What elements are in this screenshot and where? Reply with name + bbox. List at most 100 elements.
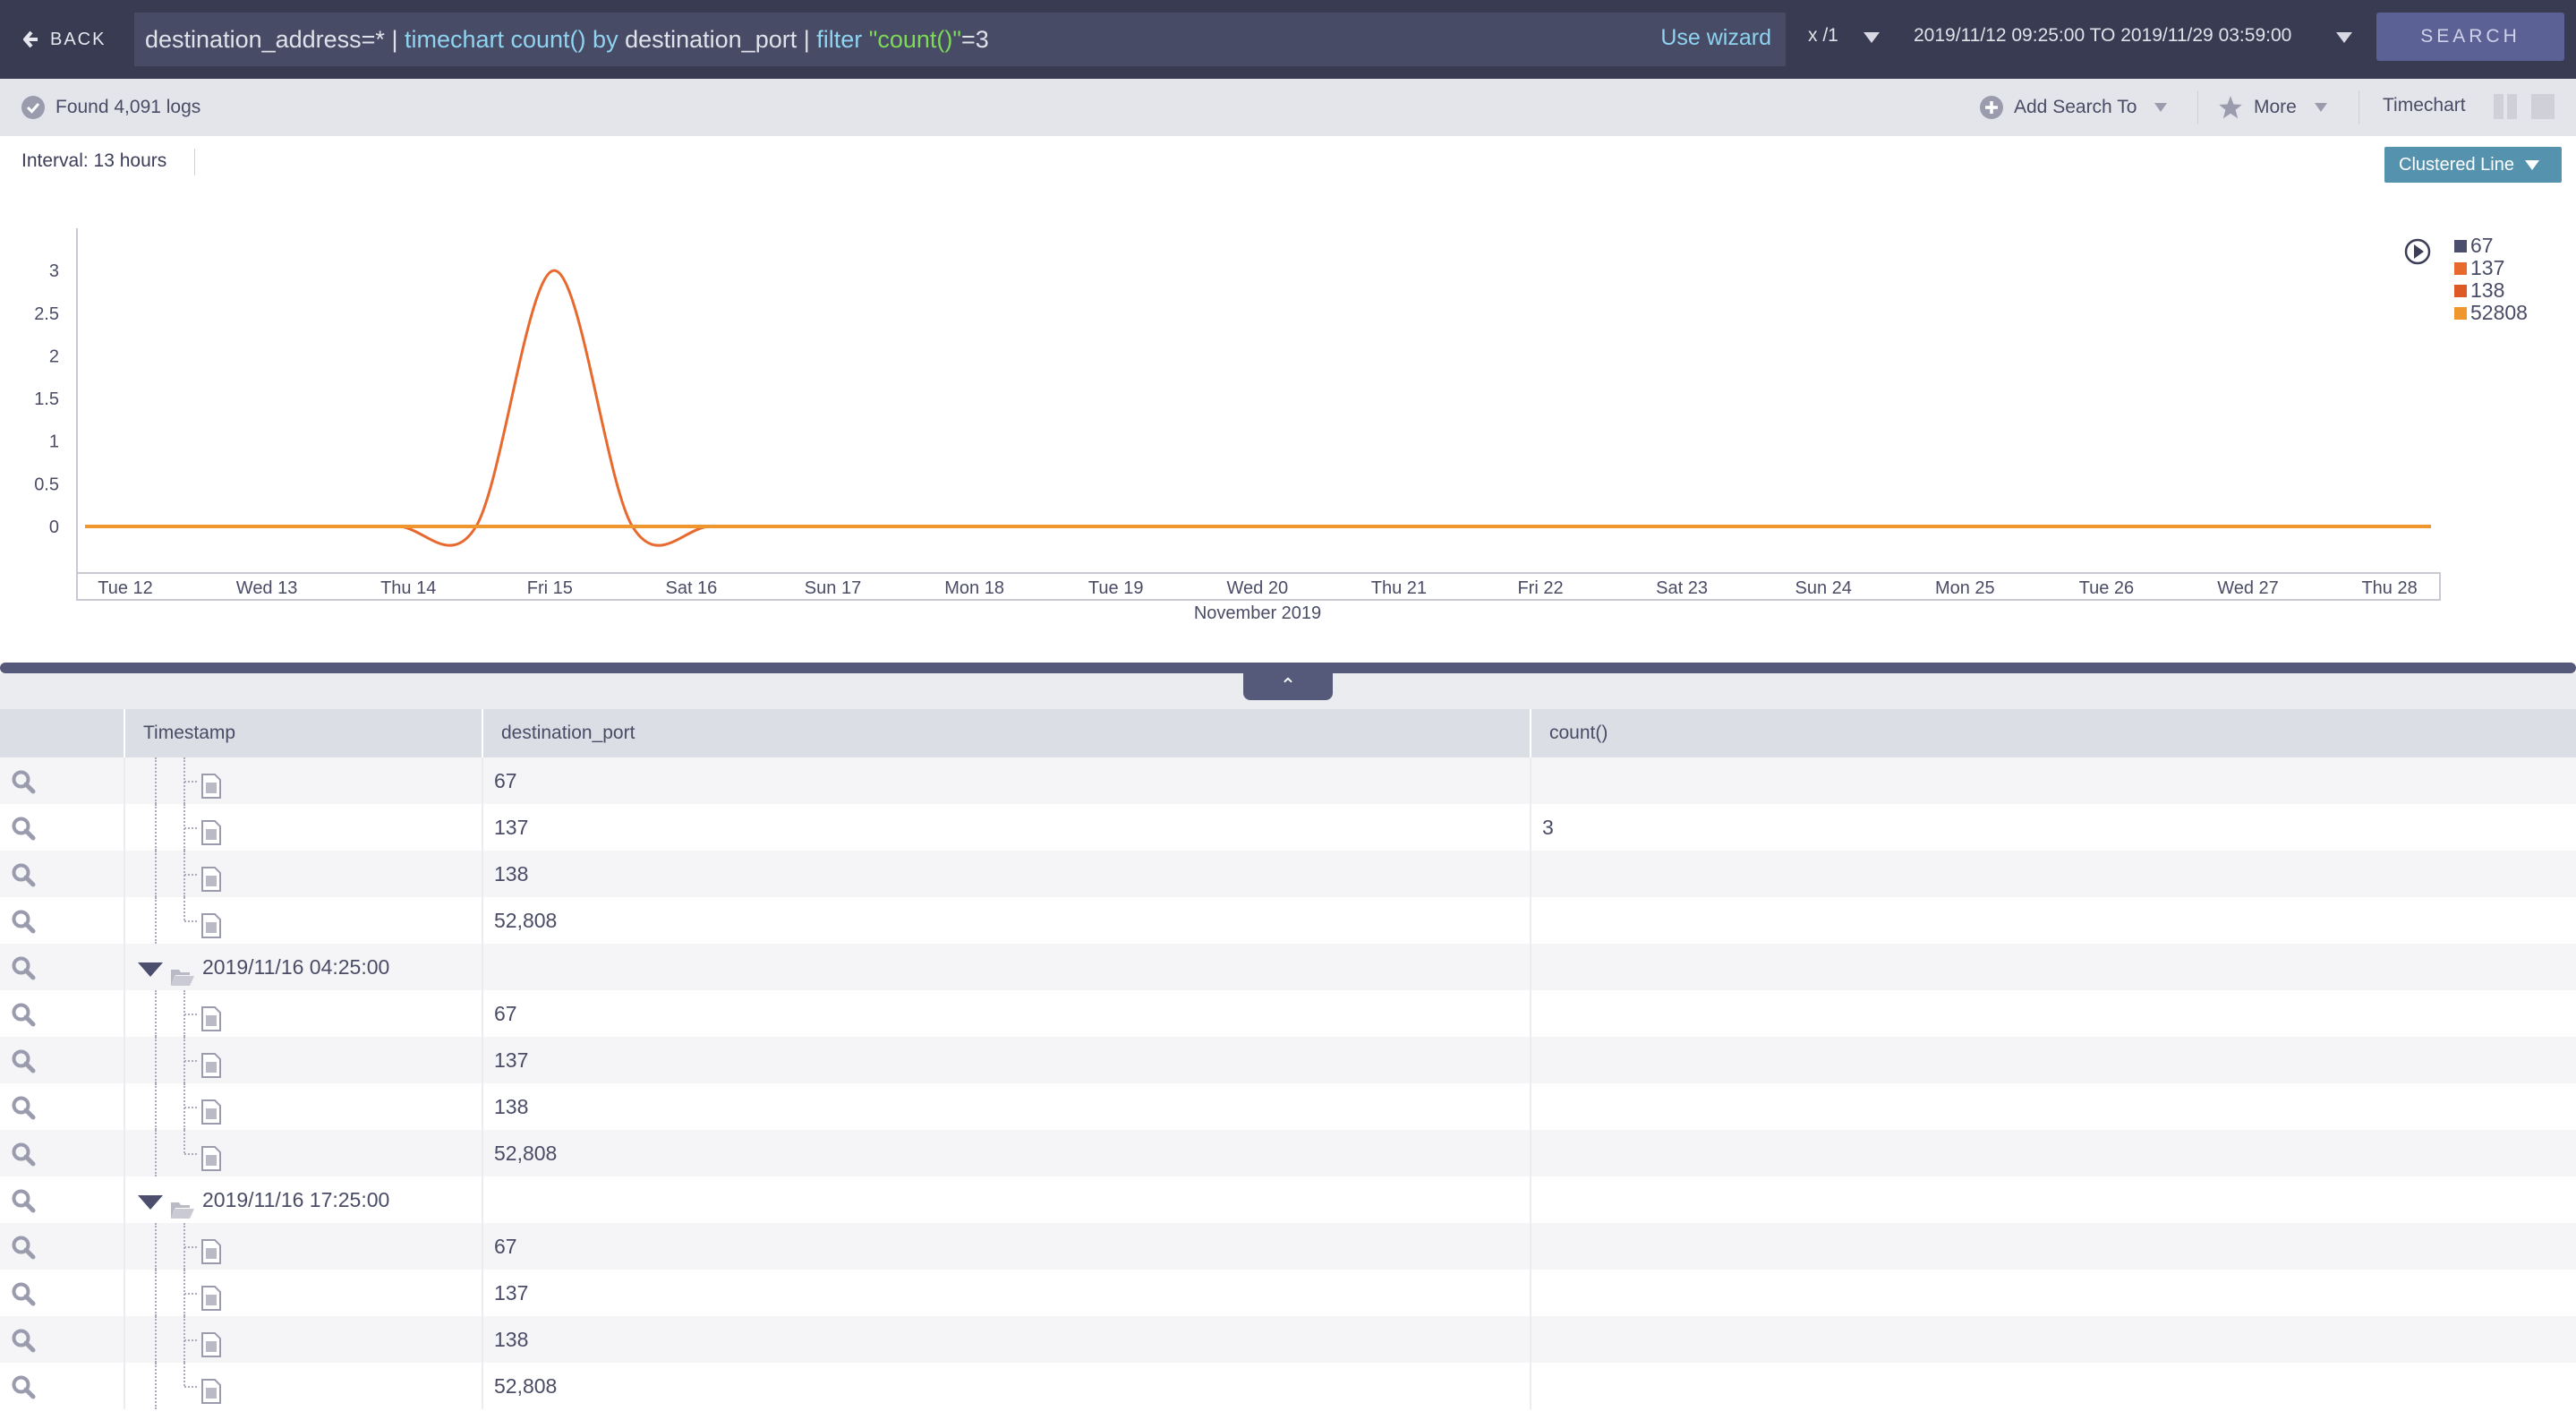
- count-cell: [1530, 1176, 2576, 1223]
- query-token: =3: [960, 25, 989, 53]
- y-tick-label: 0: [49, 518, 59, 537]
- group-row[interactable]: 2019/11/16 04:25:00: [0, 944, 2576, 990]
- count-cell: [1530, 1083, 2576, 1130]
- multiplier-dropdown-icon[interactable]: [1864, 32, 1880, 43]
- group-row[interactable]: 2019/11/16 17:25:00: [0, 1176, 2576, 1223]
- top-bar: BACK destination_address=* | timechart c…: [0, 0, 2576, 79]
- collapse-panel-button[interactable]: ⌃: [1243, 672, 1333, 700]
- tree-line: [184, 874, 197, 876]
- add-search-to-button[interactable]: Add Search To: [1980, 93, 2168, 122]
- x-tick-label: Thu 21: [1371, 578, 1427, 598]
- y-tick-label: 0.5: [34, 475, 59, 494]
- use-wizard-link[interactable]: Use wizard: [1660, 25, 1771, 50]
- x-tick-label: Fri 22: [1517, 578, 1563, 598]
- count-cell: [1530, 851, 2576, 897]
- header-count[interactable]: count(): [1530, 709, 2576, 757]
- document-icon: [200, 768, 222, 799]
- date-range[interactable]: 2019/11/12 09:25:00 TO 2019/11/29 03:59:…: [1914, 25, 2292, 46]
- search-icon[interactable]: [11, 955, 36, 980]
- table-row[interactable]: 138: [0, 851, 2576, 897]
- table-row[interactable]: 137 3: [0, 804, 2576, 851]
- legend-swatch: [2454, 307, 2467, 320]
- search-icon[interactable]: [11, 1281, 36, 1306]
- x-tick-label: Mon 25: [1935, 578, 1995, 598]
- date-range-dropdown-icon[interactable]: [2336, 32, 2352, 43]
- tree-line: [184, 920, 197, 922]
- split-view-icon[interactable]: [2494, 94, 2517, 119]
- back-button[interactable]: BACK: [23, 23, 106, 56]
- y-tick-label: 2: [49, 346, 59, 366]
- found-count: Found 4,091 logs: [55, 97, 201, 117]
- x-tick-label: Wed 20: [1227, 578, 1289, 598]
- table-row[interactable]: 67: [0, 990, 2576, 1037]
- x-tick-label: Mon 18: [944, 578, 1004, 598]
- table-row[interactable]: 137: [0, 1270, 2576, 1316]
- timestamp-cell: [124, 897, 482, 944]
- query-input[interactable]: destination_address=* | timechart count(…: [134, 13, 1786, 66]
- tree-line: [184, 1293, 197, 1295]
- search-icon[interactable]: [11, 909, 36, 934]
- chart-type-label: Clustered Line: [2399, 154, 2514, 175]
- table-row[interactable]: 138: [0, 1316, 2576, 1363]
- expand-toggle-icon[interactable]: [138, 1195, 163, 1210]
- x-tick-label: Sat 16: [665, 578, 717, 598]
- results-toolbar: Found 4,091 logs Add Search To More Time…: [0, 79, 2576, 136]
- count-cell: [1530, 1223, 2576, 1270]
- header-timestamp[interactable]: Timestamp: [124, 709, 482, 757]
- document-icon: [200, 815, 222, 845]
- expand-toggle-icon[interactable]: [138, 962, 163, 977]
- table-row[interactable]: 67: [0, 1223, 2576, 1270]
- chart-type-dropdown[interactable]: Clustered Line: [2384, 147, 2562, 183]
- search-icon[interactable]: [11, 1048, 36, 1074]
- header-destination-port[interactable]: destination_port: [482, 709, 1530, 757]
- search-icon[interactable]: [11, 1374, 36, 1399]
- search-icon[interactable]: [11, 1095, 36, 1120]
- more-label: More: [2254, 97, 2297, 117]
- search-icon[interactable]: [11, 769, 36, 794]
- table-row[interactable]: 137: [0, 1037, 2576, 1083]
- tree-line: [184, 1153, 197, 1155]
- search-icon[interactable]: [11, 816, 36, 841]
- search-icon[interactable]: [11, 1002, 36, 1027]
- timestamp-cell: [124, 990, 482, 1037]
- legend-label: 67: [2470, 234, 2494, 257]
- tree-line: [155, 1130, 157, 1176]
- more-button[interactable]: More: [2218, 93, 2327, 122]
- table-row[interactable]: 52,808: [0, 1130, 2576, 1176]
- search-button[interactable]: SEARCH: [2376, 13, 2564, 61]
- destination-port-cell: 52,808: [482, 897, 1530, 944]
- legend-swatch: [2454, 285, 2467, 297]
- query-token: destination_address=* |: [145, 25, 405, 53]
- timestamp-cell: 2019/11/16 04:25:00: [124, 944, 482, 990]
- tree-line: [155, 851, 157, 897]
- timestamp-cell: 2019/11/16 17:25:00: [124, 1176, 482, 1223]
- document-icon: [200, 908, 222, 938]
- divider: [2358, 90, 2359, 124]
- destination-port-cell: [482, 1176, 1530, 1223]
- table-row[interactable]: 138: [0, 1083, 2576, 1130]
- table-row[interactable]: 52,808: [0, 897, 2576, 944]
- tree-line: [155, 897, 157, 944]
- search-icon[interactable]: [11, 1328, 36, 1353]
- timestamp-cell: [124, 1363, 482, 1409]
- destination-port-cell: 67: [482, 757, 1530, 804]
- panel-resize-bar[interactable]: [0, 663, 2576, 673]
- tree-line: [155, 1270, 157, 1316]
- destination-port-cell: 67: [482, 990, 1530, 1037]
- count-cell: [1530, 1316, 2576, 1363]
- table-row[interactable]: 52,808: [0, 1363, 2576, 1409]
- x-tick-label: Sat 23: [1656, 578, 1708, 598]
- search-icon[interactable]: [11, 862, 36, 887]
- table-row[interactable]: 67: [0, 757, 2576, 804]
- timestamp-cell: [124, 804, 482, 851]
- search-icon[interactable]: [11, 1142, 36, 1167]
- x-tick-label: Tue 12: [98, 578, 153, 598]
- single-view-icon[interactable]: [2531, 94, 2555, 119]
- tree-line: [184, 781, 197, 783]
- search-icon[interactable]: [11, 1235, 36, 1260]
- back-label: BACK: [50, 29, 107, 49]
- x-axis-band: [76, 572, 2441, 601]
- search-icon[interactable]: [11, 1188, 36, 1213]
- tree-line: [155, 1363, 157, 1409]
- y-tick-label: 2.5: [34, 304, 59, 324]
